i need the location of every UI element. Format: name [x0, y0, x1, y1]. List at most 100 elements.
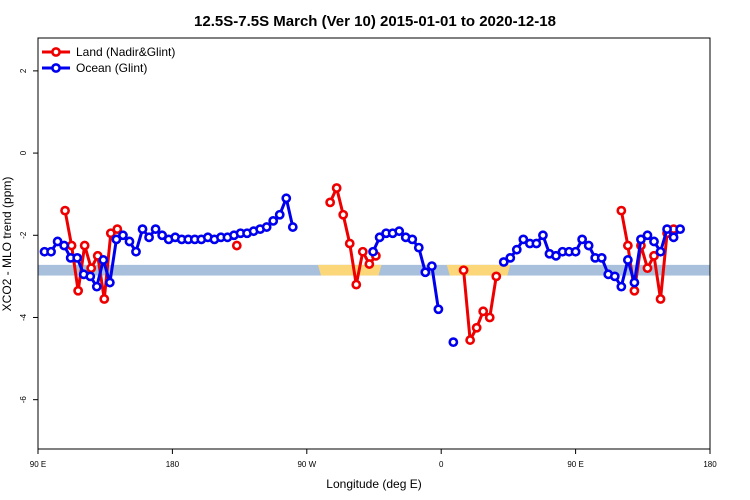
data-point	[79, 240, 90, 251]
data-point	[131, 246, 141, 257]
data-point	[357, 246, 368, 257]
data-point	[112, 224, 123, 235]
data-point	[538, 230, 548, 241]
data-point	[46, 246, 56, 257]
y-axis-label: XCO2 - MLO trend (ppm)	[0, 177, 14, 312]
data-point	[471, 322, 482, 333]
data-point	[351, 279, 362, 290]
data-point	[498, 257, 509, 267]
legend: Land (Nadir&Glint) Ocean (Glint)	[42, 45, 175, 75]
y-tick-label: 2	[19, 68, 28, 73]
data-point	[268, 215, 279, 226]
data-point	[144, 232, 154, 243]
x-axis-label: Longitude (deg E)	[326, 477, 421, 491]
data-point	[137, 224, 148, 235]
data-point	[570, 246, 581, 257]
data-point	[52, 236, 63, 247]
band-land	[446, 264, 511, 276]
series-land	[60, 183, 679, 345]
data-point	[662, 224, 672, 235]
data-point	[596, 252, 607, 263]
data-point	[642, 230, 653, 241]
data-point	[73, 285, 84, 296]
data-point	[505, 252, 516, 263]
plot-frame	[37, 37, 711, 450]
data-point	[655, 246, 666, 257]
data-point	[368, 246, 378, 257]
data-point	[374, 232, 385, 243]
data-point	[231, 240, 242, 251]
data-point	[616, 281, 627, 292]
data-point	[86, 263, 97, 274]
y-axis: -6 -4 -2 0 2	[19, 68, 38, 403]
data-point	[338, 209, 349, 220]
data-point	[66, 240, 77, 251]
band-land	[318, 264, 382, 276]
data-point	[649, 250, 659, 261]
data-point	[99, 294, 110, 304]
data-point	[583, 240, 594, 251]
x-tick-label: 180	[703, 460, 717, 469]
data-point	[85, 271, 96, 282]
chart-title: 12.5S-7.5S March (Ver 10) 2015-01-01 to …	[194, 13, 556, 30]
x-tick-label: 0	[439, 460, 444, 469]
y-tick-label: -4	[19, 313, 28, 321]
data-point	[72, 252, 83, 263]
data-point	[491, 271, 502, 282]
data-point	[287, 222, 298, 232]
data-point	[150, 224, 161, 235]
data-point	[91, 281, 102, 292]
x-tick-label: 90 E	[30, 460, 46, 469]
data-point	[281, 193, 292, 204]
y-tick-label: 0	[19, 150, 28, 155]
data-point	[531, 238, 542, 249]
data-point	[484, 312, 495, 323]
series-line	[619, 210, 675, 301]
data-point	[364, 259, 375, 269]
data-point	[124, 236, 135, 247]
data-point	[60, 205, 70, 216]
x-axis: 90 E 180 90 W 0 90 E 180	[30, 449, 717, 469]
series-line	[462, 270, 498, 342]
y-tick-label: -2	[19, 231, 28, 239]
data-point	[111, 234, 122, 245]
legend-label: Ocean (Glint)	[76, 61, 147, 75]
data-point	[104, 277, 115, 288]
data-point	[518, 234, 529, 245]
data-point	[105, 228, 116, 239]
x-tick-label: 180	[166, 460, 180, 469]
data-point	[478, 306, 489, 317]
data-point	[465, 335, 476, 345]
data-point	[118, 230, 128, 241]
legend-item: Land (Nadir&Glint)	[42, 45, 175, 59]
y-tick-label: -6	[19, 396, 28, 404]
x-tick-label: 90 W	[297, 460, 316, 469]
data-point	[420, 267, 431, 278]
data-point	[511, 244, 522, 255]
legend-marker	[51, 63, 61, 73]
data-point	[274, 209, 285, 220]
legend-item: Ocean (Glint)	[42, 61, 147, 75]
series-layer	[39, 183, 686, 348]
data-point	[407, 234, 418, 245]
data-point	[325, 197, 336, 208]
data-point	[577, 234, 588, 245]
data-point	[636, 234, 646, 245]
data-point	[59, 240, 70, 251]
data-point	[668, 232, 679, 243]
data-point	[629, 285, 640, 296]
data-point	[261, 222, 272, 232]
data-point	[675, 224, 686, 235]
data-point	[622, 240, 633, 251]
data-point	[551, 250, 561, 261]
data-point	[394, 226, 405, 237]
x-tick-label: 90 E	[567, 460, 583, 469]
data-point	[433, 304, 444, 315]
data-point	[629, 277, 640, 288]
legend-marker	[51, 47, 61, 57]
series-ocean	[39, 193, 686, 348]
data-point	[649, 236, 659, 247]
data-point	[655, 294, 666, 304]
data-point	[157, 230, 168, 241]
